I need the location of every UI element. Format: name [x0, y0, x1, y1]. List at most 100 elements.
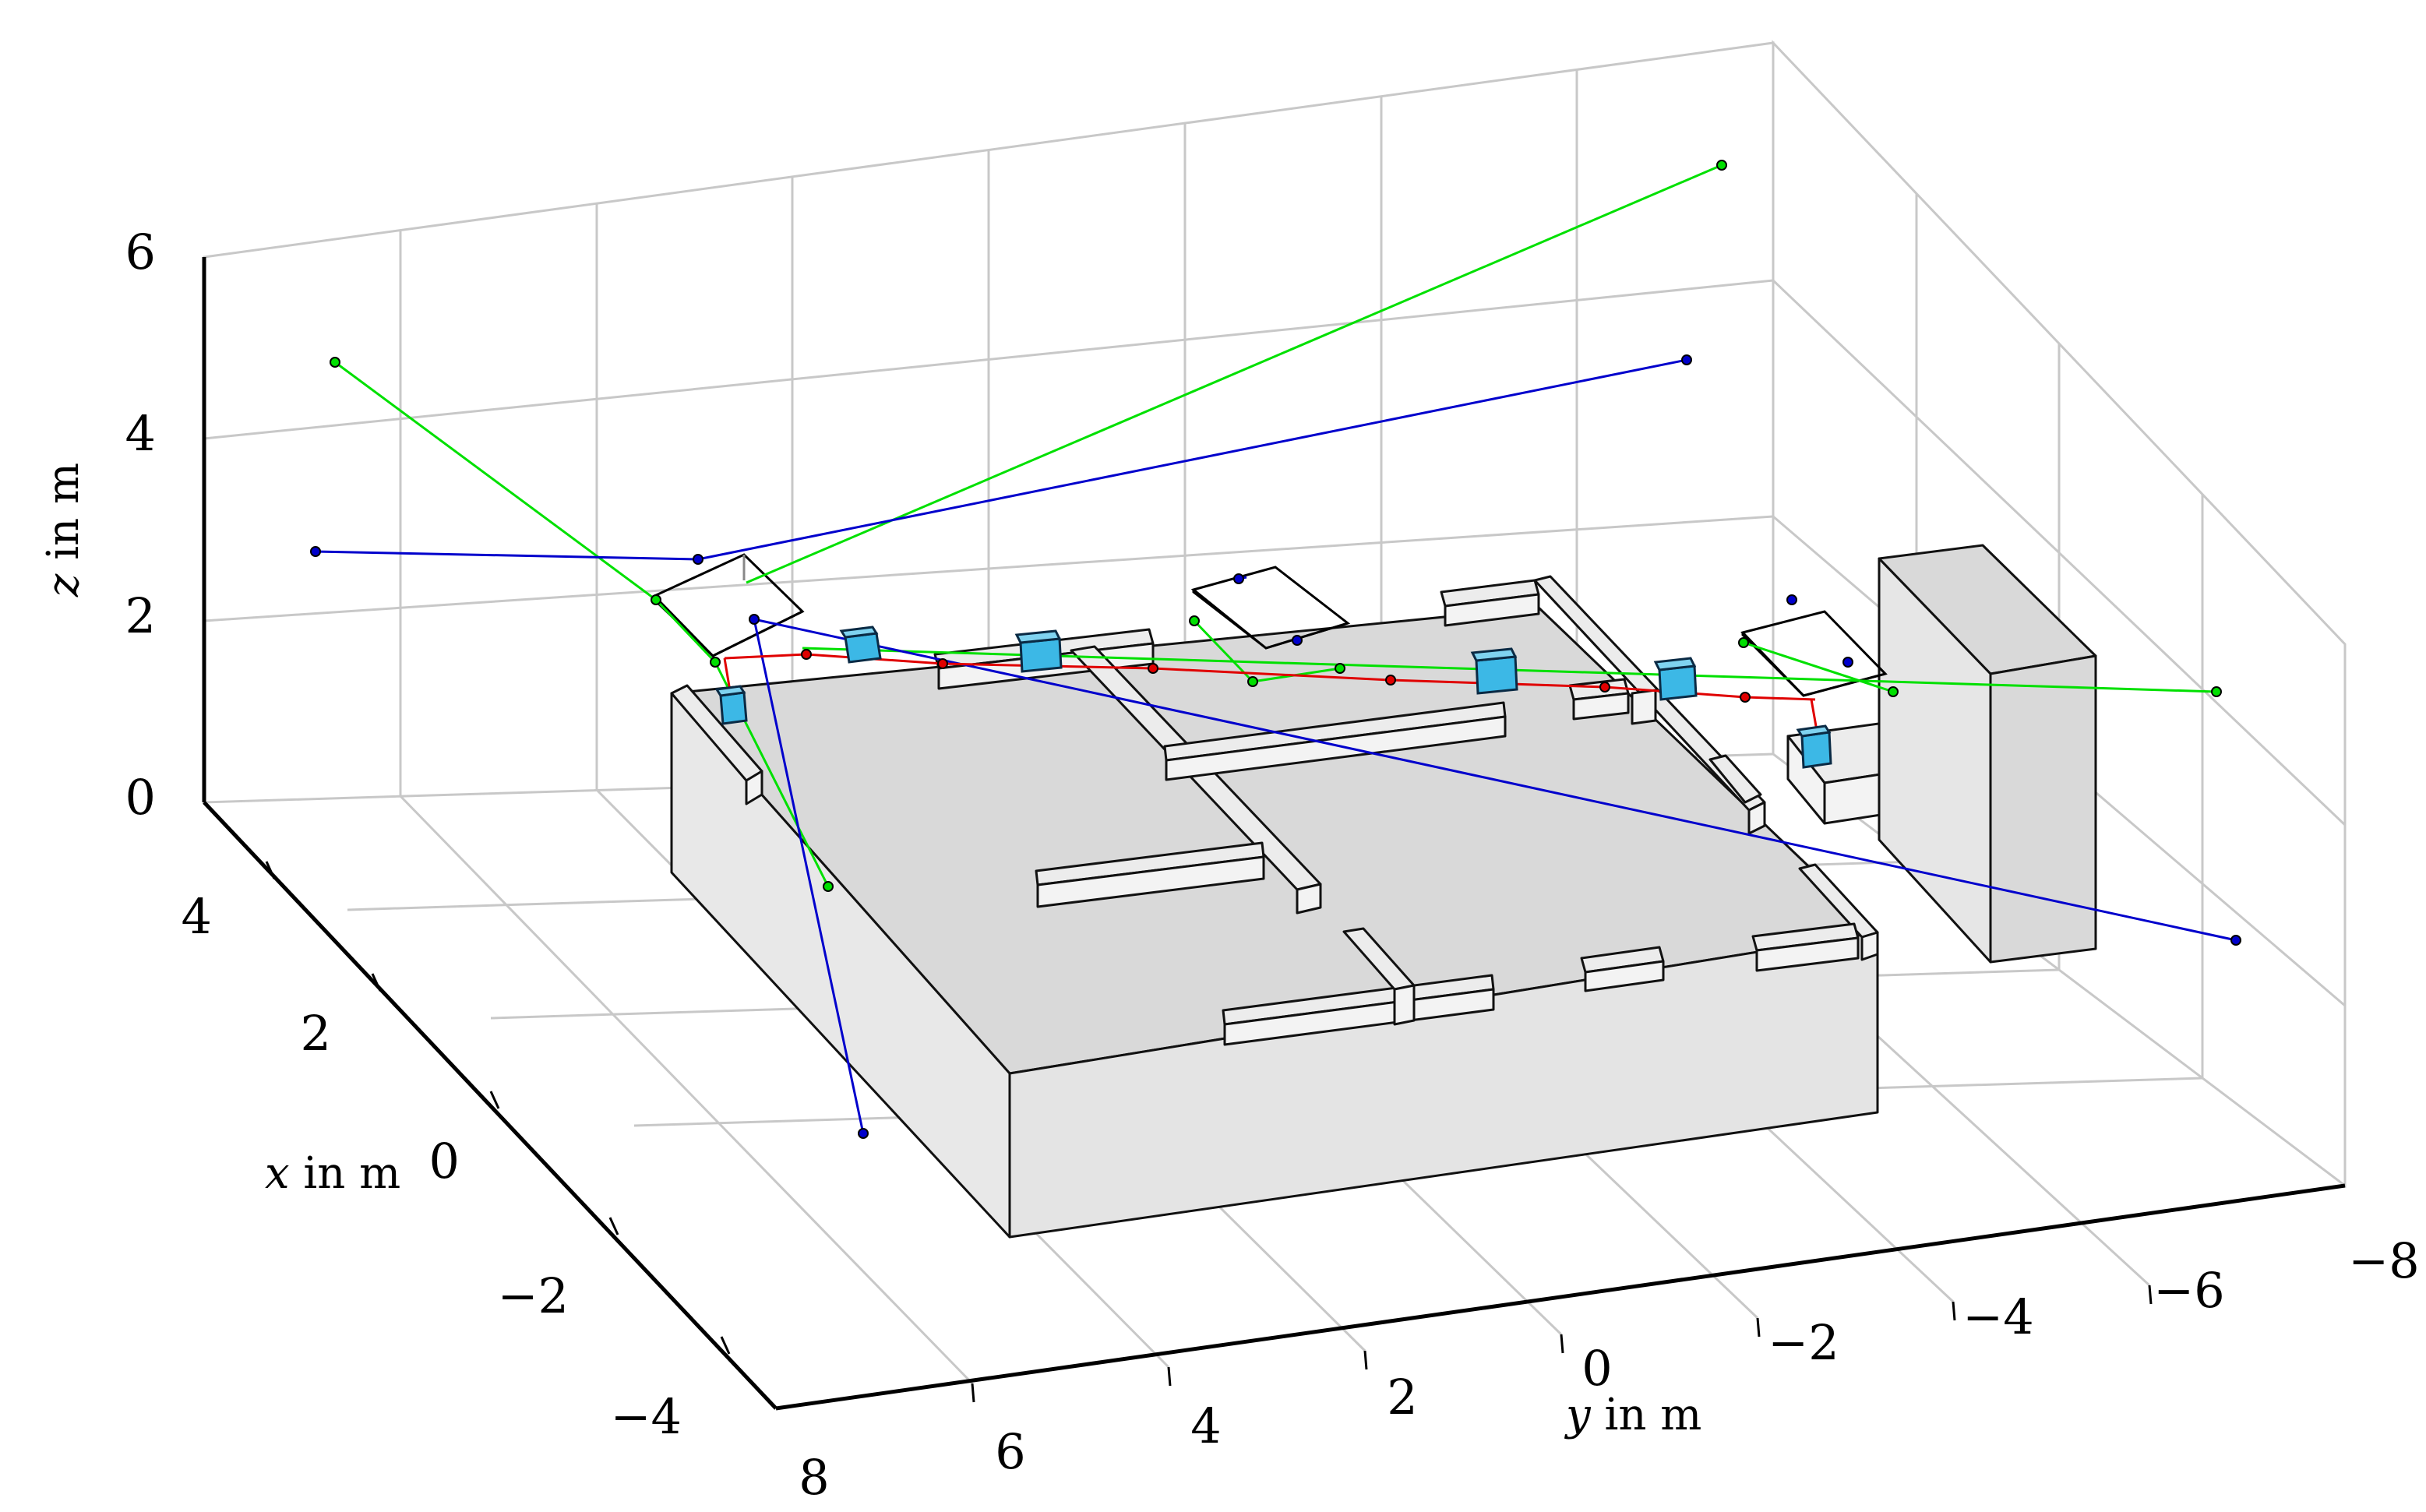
- block-right-small-front: [1572, 692, 1630, 721]
- building-structure: [670, 544, 2097, 1239]
- x-tick-mark: [489, 1091, 500, 1109]
- y-tick-label: 8: [799, 1449, 829, 1506]
- y-tick-label: 4: [1190, 1397, 1221, 1454]
- green-ray: [334, 361, 657, 601]
- x-tick-mark: [608, 1217, 619, 1235]
- green-marker: [1335, 663, 1345, 674]
- y-tick-mark: [1952, 1301, 1956, 1321]
- z-tick-label: 4: [125, 405, 156, 462]
- frame-right-side: [1741, 633, 1886, 697]
- axes: [202, 257, 2346, 1411]
- red-marker: [1385, 675, 1396, 686]
- frame-left-top: [652, 553, 805, 657]
- y-axis-label-var: y: [1564, 1390, 1592, 1440]
- sensor-cube: [839, 626, 882, 664]
- sensor-cube: [1653, 657, 1698, 701]
- y-tick-label: 2: [1387, 1369, 1417, 1426]
- y-tick-mark: [1167, 1366, 1172, 1387]
- wall-back-right-front: [1444, 593, 1540, 627]
- x-tick-labels: 4 2 0 −2 −4: [182, 888, 682, 1445]
- markers: [310, 160, 2241, 1139]
- blue-marker: [1233, 573, 1244, 584]
- blue-marker: [310, 546, 321, 557]
- blue-marker: [1292, 635, 1303, 646]
- blue-ray: [315, 550, 699, 561]
- frame-mid-side: [1192, 590, 1349, 650]
- side-platform-left: [1786, 735, 1826, 825]
- y-tick-mark: [2148, 1285, 2153, 1305]
- x-axis-label-var: x: [265, 1148, 290, 1199]
- beam-front-stub-side: [1393, 984, 1416, 1026]
- green-marker: [1247, 676, 1258, 687]
- y-tick-label: 6: [995, 1423, 1025, 1480]
- green-ray: [654, 598, 717, 664]
- beam-cross-front: [1165, 715, 1507, 781]
- y-tick-label: −6: [2153, 1262, 2224, 1319]
- z-tick-label: 6: [125, 224, 156, 280]
- x-tick-mark: [720, 1336, 731, 1355]
- red-path-line: [724, 653, 1816, 701]
- green-ray: [1743, 641, 1894, 693]
- y-axis-label: y in m: [1564, 1390, 1701, 1440]
- blue-marker: [1842, 657, 1853, 668]
- y-tick-label: −8: [2348, 1232, 2419, 1289]
- x-tick-label: −2: [498, 1267, 569, 1324]
- red-marker: [801, 649, 812, 660]
- red-marker: [937, 658, 948, 669]
- red-marker: [1148, 663, 1158, 674]
- blue-ray: [753, 619, 865, 1134]
- z-tick-label: 2: [125, 587, 156, 644]
- sensor-cube: [1470, 647, 1518, 695]
- wall-right-side: [1747, 801, 1766, 835]
- z-tick-label: 0: [125, 769, 156, 826]
- x-tick-label: 2: [301, 1005, 331, 1062]
- blue-marker: [858, 1128, 869, 1139]
- green-ray: [746, 164, 1723, 584]
- y-axis-label-unit: in m: [1591, 1390, 1702, 1440]
- floor-ygrid: [399, 795, 974, 1385]
- z-axis-label: z in m: [38, 463, 89, 597]
- blue-marker: [1681, 354, 1692, 365]
- blue-marker: [1786, 594, 1797, 605]
- beam-lower-front: [1036, 855, 1265, 908]
- x-tick-label: 4: [182, 888, 212, 945]
- block-right-small2: [1631, 689, 1657, 725]
- wall-right-front-side: [1860, 931, 1879, 961]
- y-tick-mark: [1756, 1317, 1761, 1338]
- z-tick-labels: 0 2 4 6: [125, 224, 156, 826]
- green-marker: [1716, 160, 1727, 171]
- red-marker: [1740, 692, 1751, 703]
- blue-marker: [2230, 935, 2241, 946]
- sensor-cube: [714, 685, 748, 725]
- y-tick-label: −2: [1768, 1314, 1839, 1371]
- y-tick-mark: [1363, 1350, 1368, 1370]
- green-ray: [1193, 619, 1254, 683]
- z-axis-label-var: z: [38, 573, 89, 597]
- block-front-right-front: [1755, 936, 1860, 972]
- x-tick-label: 0: [429, 1133, 460, 1190]
- green-marker: [651, 594, 661, 605]
- sensor-cubes: [714, 626, 1832, 769]
- x-tick-mark: [265, 861, 276, 879]
- green-marker: [710, 657, 721, 668]
- y-tick-label: −4: [1962, 1288, 2033, 1345]
- tick-marks: [265, 861, 2153, 1403]
- x-tick-mark: [371, 973, 382, 992]
- green-marker: [1738, 637, 1749, 648]
- y-tick-mark: [1560, 1334, 1564, 1354]
- beam-center-side: [1296, 883, 1322, 915]
- green-marker: [330, 357, 340, 368]
- y-axis-line: [775, 1183, 2346, 1411]
- green-marker: [823, 881, 834, 892]
- blue-ray: [753, 618, 2237, 942]
- green-marker: [2211, 686, 2222, 697]
- tall-block-front: [1989, 654, 2097, 964]
- block-front-mid-front: [1584, 960, 1665, 992]
- blue-marker: [749, 614, 760, 625]
- wall-right-lower: [1708, 754, 1762, 804]
- z-axis-label-unit: in m: [38, 463, 89, 574]
- x-axis-label-unit: in m: [290, 1148, 401, 1199]
- y-tick-mark: [971, 1383, 975, 1403]
